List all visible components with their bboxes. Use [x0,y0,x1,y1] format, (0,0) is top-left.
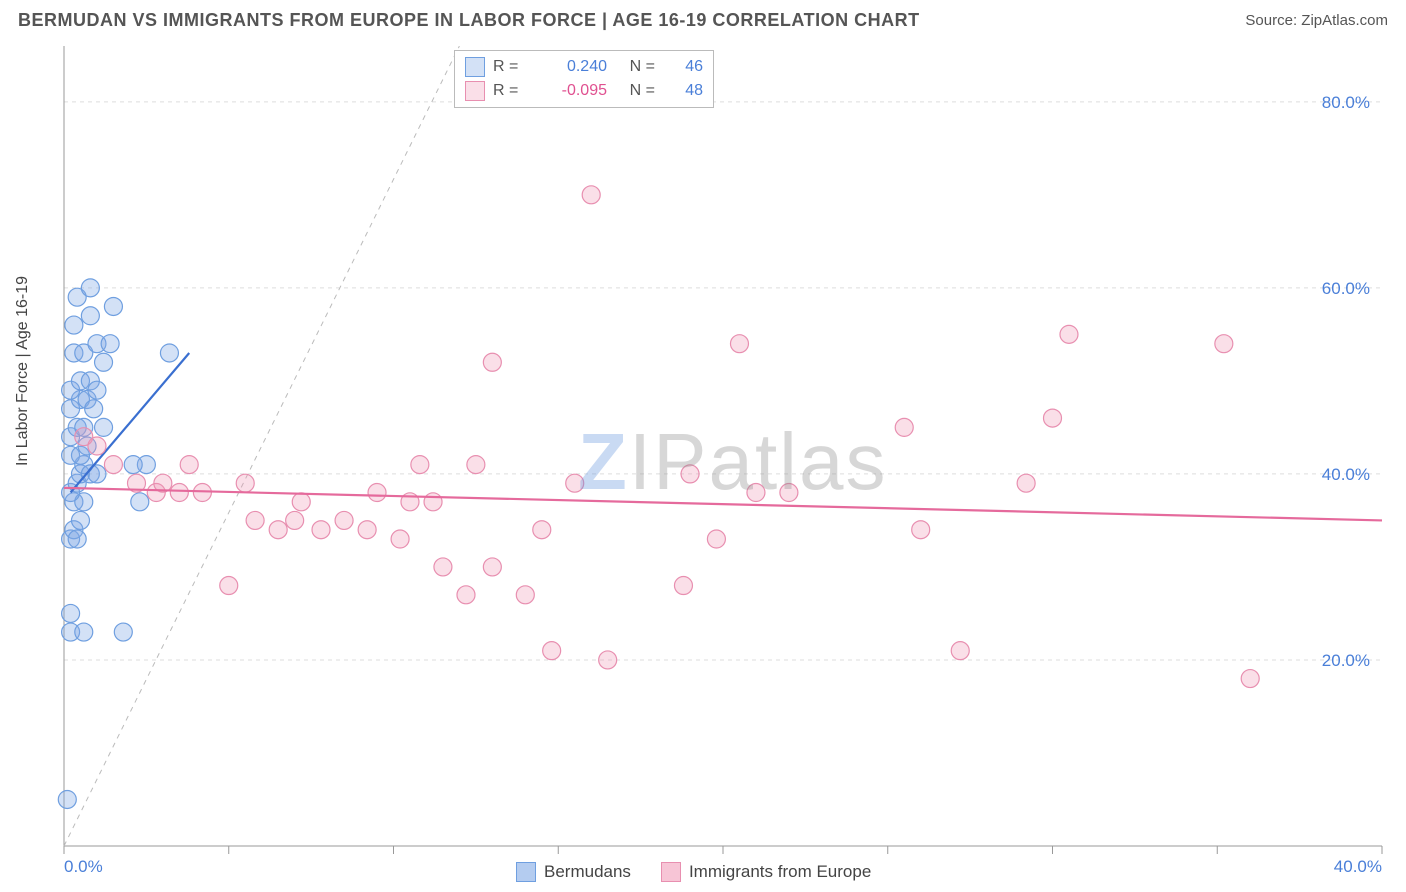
r-label: R = [493,82,529,100]
svg-text:40.0%: 40.0% [1334,857,1382,876]
source-attribution: Source: ZipAtlas.com [1245,12,1388,29]
legend-label-europe: Immigrants from Europe [689,862,871,882]
legend-label-bermudans: Bermudans [544,862,631,882]
correlation-legend: R = 0.240 N = 46 R = -0.095 N = 48 [454,50,714,108]
scatter-chart-svg: 20.0% 40.0% 60.0% 80.0% 0.0% 40.0% [18,46,1388,892]
chart-area: In Labor Force | Age 16-19 20.0%40.0%60.… [18,46,1388,892]
svg-text:20.0%: 20.0% [1322,651,1370,670]
r-value-bermudans: 0.240 [537,58,607,76]
swatch-bermudans-icon [516,862,536,882]
n-label: N = [615,82,655,100]
swatch-europe [465,81,485,101]
swatch-bermudans [465,57,485,77]
n-label: N = [615,58,655,76]
svg-text:80.0%: 80.0% [1322,93,1370,112]
source-name: ZipAtlas.com [1301,12,1388,29]
header: BERMUDAN VS IMMIGRANTS FROM EUROPE IN LA… [0,0,1406,37]
svg-text:60.0%: 60.0% [1322,279,1370,298]
source-label: Source: [1245,12,1297,29]
r-label: R = [493,58,529,76]
series-legend: Bermudans Immigrants from Europe [516,862,871,882]
legend-row-bermudans: R = 0.240 N = 46 [465,55,703,79]
swatch-europe-icon [661,862,681,882]
legend-item-bermudans: Bermudans [516,862,631,882]
svg-text:0.0%: 0.0% [64,857,103,876]
n-value-bermudans: 46 [663,58,703,76]
n-value-europe: 48 [663,82,703,100]
legend-item-europe: Immigrants from Europe [661,862,871,882]
legend-row-europe: R = -0.095 N = 48 [465,79,703,103]
r-value-europe: -0.095 [537,82,607,100]
chart-title: BERMUDAN VS IMMIGRANTS FROM EUROPE IN LA… [18,10,920,31]
svg-text:40.0%: 40.0% [1322,465,1370,484]
